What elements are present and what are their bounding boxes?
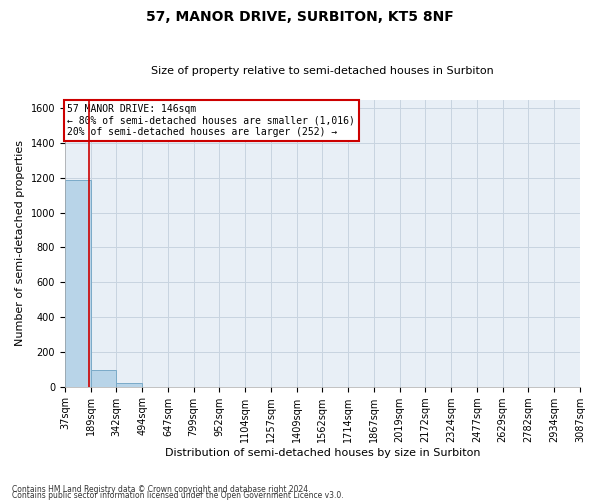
Bar <box>91 370 116 386</box>
Text: Contains public sector information licensed under the Open Government Licence v3: Contains public sector information licen… <box>12 490 344 500</box>
X-axis label: Distribution of semi-detached houses by size in Surbiton: Distribution of semi-detached houses by … <box>165 448 480 458</box>
Bar <box>116 383 142 386</box>
Text: 57, MANOR DRIVE, SURBITON, KT5 8NF: 57, MANOR DRIVE, SURBITON, KT5 8NF <box>146 10 454 24</box>
Title: Size of property relative to semi-detached houses in Surbiton: Size of property relative to semi-detach… <box>151 66 494 76</box>
Y-axis label: Number of semi-detached properties: Number of semi-detached properties <box>15 140 25 346</box>
Text: Contains HM Land Registry data © Crown copyright and database right 2024.: Contains HM Land Registry data © Crown c… <box>12 484 311 494</box>
Text: 57 MANOR DRIVE: 146sqm
← 80% of semi-detached houses are smaller (1,016)
20% of : 57 MANOR DRIVE: 146sqm ← 80% of semi-det… <box>67 104 355 137</box>
Bar <box>65 180 91 386</box>
